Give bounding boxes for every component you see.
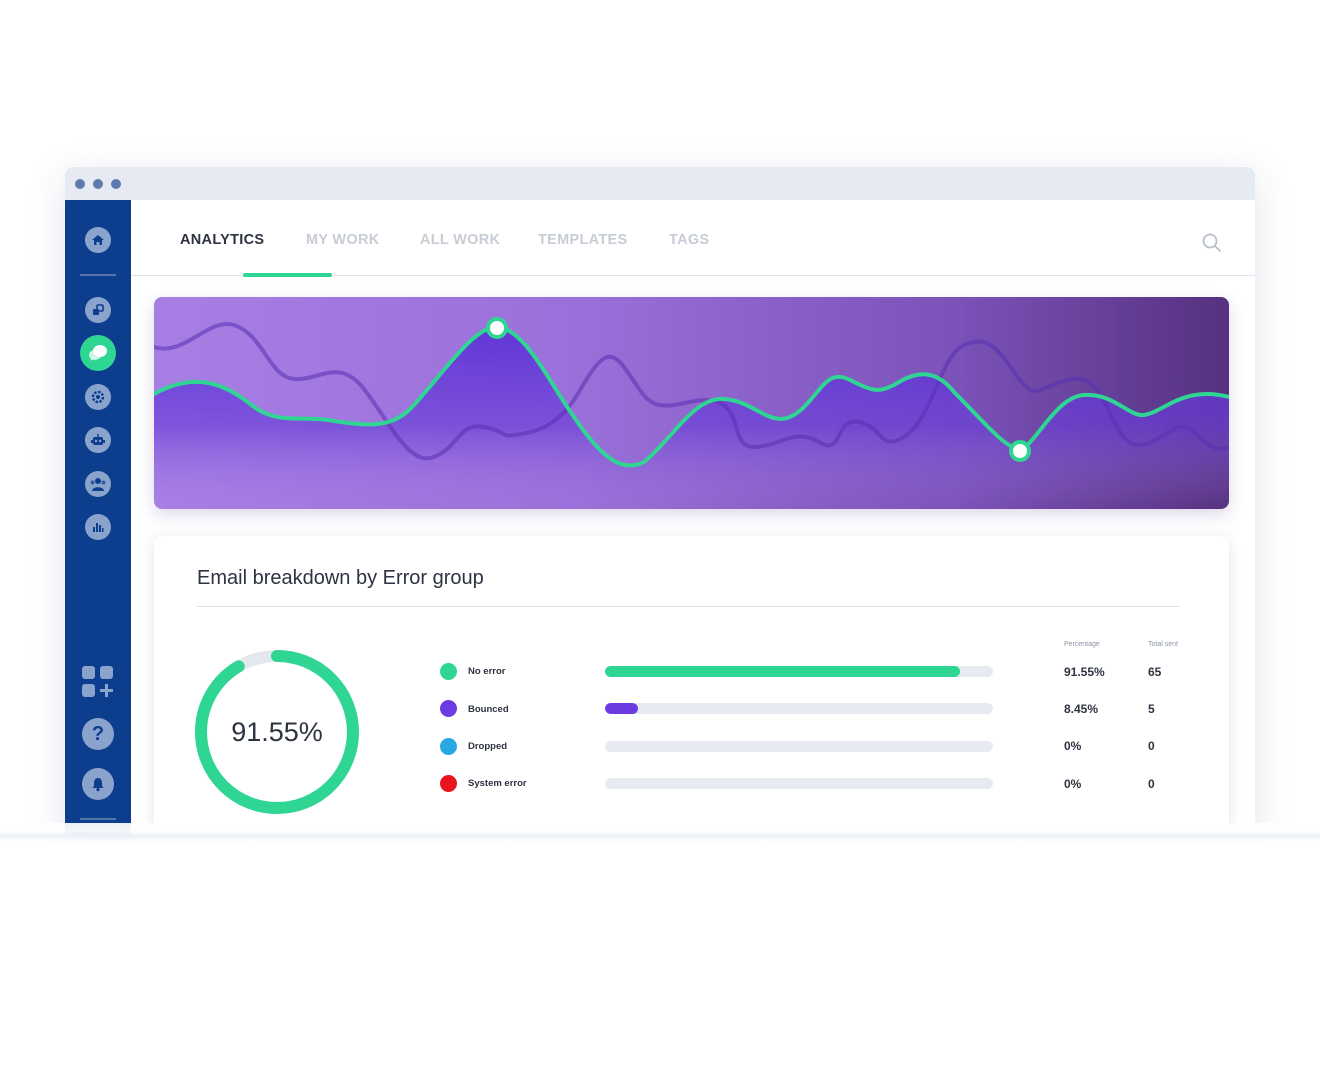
window-dot-3[interactable]	[111, 179, 121, 189]
home-icon[interactable]	[85, 227, 111, 253]
row-percentage-dropped: 0%	[1064, 739, 1082, 753]
bar-chart-icon[interactable]	[85, 514, 111, 540]
chart-secondary-line	[154, 321, 1229, 461]
row-label-system-error: System error	[468, 778, 527, 789]
row-total-no-error: 65	[1148, 665, 1162, 679]
sidebar-divider-top	[80, 274, 116, 276]
row-total-system-error: 0	[1148, 777, 1155, 791]
bell-icon[interactable]	[82, 768, 114, 800]
help-icon[interactable]: ?	[82, 718, 114, 750]
bottom-fade-shadow	[0, 830, 1320, 842]
active-tab-indicator	[243, 273, 332, 277]
sidebar-divider-bottom	[80, 818, 116, 820]
row-percentage-no-error: 91.55%	[1064, 665, 1105, 679]
tab-bar: ANALYTICS MY WORK ALL WORK TEMPLATES TAG…	[131, 200, 1255, 277]
gear-icon[interactable]	[85, 384, 111, 410]
chart-point-peak[interactable]	[486, 317, 508, 339]
trend-chart-svg	[154, 297, 1229, 509]
status-dot-system-error	[440, 775, 457, 792]
tab-analytics[interactable]: ANALYTICS	[180, 232, 265, 248]
trend-chart	[154, 297, 1229, 509]
progress-track-system-error	[605, 778, 993, 789]
row-total-bounced: 5	[1148, 702, 1155, 716]
row-label-dropped: Dropped	[468, 741, 508, 752]
status-dot-dropped	[440, 738, 457, 755]
status-dot-no-error	[440, 663, 457, 680]
donut-chart	[195, 650, 359, 814]
bottom-fade-overlay	[0, 823, 1320, 1080]
card-title: Email breakdown by Error group	[197, 567, 484, 589]
sync-icon[interactable]	[85, 297, 111, 323]
column-header-total-sent: Total sent	[1148, 641, 1178, 648]
chart-point-low[interactable]	[1009, 440, 1031, 462]
row-percentage-system-error: 0%	[1064, 777, 1082, 791]
progress-fill-no-error	[605, 666, 960, 677]
add-widget-icon[interactable]	[82, 666, 114, 698]
card-divider	[197, 606, 1180, 607]
progress-track-bounced	[605, 703, 993, 714]
donut-value: 91.55%	[231, 716, 323, 747]
robot-icon[interactable]	[85, 427, 111, 453]
column-header-percentage: Percentage	[1064, 641, 1100, 648]
progress-track-no-error	[605, 666, 993, 677]
row-label-bounced: Bounced	[468, 704, 509, 715]
email-breakdown-card: Email breakdown by Error group 91.55% Pe…	[154, 536, 1229, 837]
window-dot-1[interactable]	[75, 179, 85, 189]
window-dot-2[interactable]	[93, 179, 103, 189]
search-icon[interactable]	[1201, 232, 1223, 254]
status-dot-bounced	[440, 700, 457, 717]
row-label-no-error: No error	[468, 666, 506, 677]
chart-primary-line	[154, 324, 1229, 468]
row-percentage-bounced: 8.45%	[1064, 702, 1099, 716]
chat-bubbles-icon[interactable]	[80, 335, 116, 371]
sidebar: ?	[65, 200, 131, 837]
tab-templates[interactable]: TEMPLATES	[538, 232, 628, 248]
tab-tags[interactable]: TAGS	[669, 232, 710, 248]
app-window: ? ANALYTICS MY WORK ALL WORK TEMPLATES T…	[65, 167, 1255, 837]
progress-fill-bounced	[605, 703, 638, 714]
tab-all-work[interactable]: ALL WORK	[420, 232, 501, 248]
users-icon[interactable]	[85, 471, 111, 497]
window-titlebar	[65, 167, 1255, 200]
row-total-dropped: 0	[1148, 739, 1155, 753]
progress-track-dropped	[605, 741, 993, 752]
tab-my-work[interactable]: MY WORK	[306, 232, 380, 248]
donut-progress-arc	[195, 650, 359, 814]
chart-area-fill	[154, 327, 1229, 509]
